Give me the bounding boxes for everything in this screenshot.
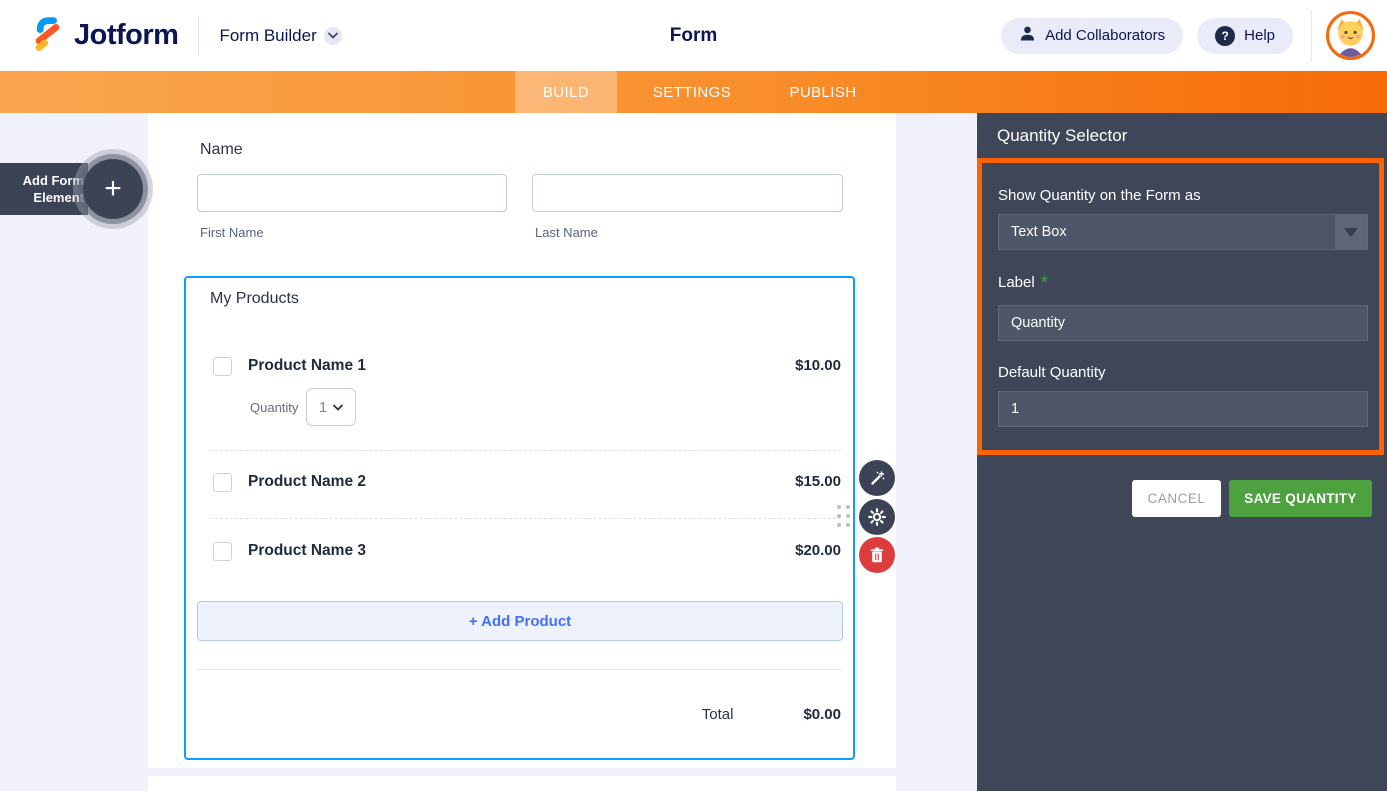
wizard-button[interactable] — [859, 460, 895, 496]
first-name-sublabel: First Name — [200, 225, 264, 240]
product-1-price: $10.00 — [795, 357, 841, 374]
product-1-name: Product Name 1 — [248, 357, 367, 374]
form-paper: Name First Name Last Name My Products Pr… — [148, 113, 896, 768]
logo-text: Jotform — [74, 19, 179, 51]
quantity-value: 1 — [318, 398, 328, 416]
app-header: Jotform Form Builder Form Add Collaborat… — [0, 0, 1387, 71]
product-2-price: $15.00 — [795, 473, 841, 490]
tab-build[interactable]: BUILD — [515, 71, 617, 113]
highlighted-settings-box: Show Quantity on the Form as Text Box La… — [977, 158, 1384, 455]
products-title: My Products — [210, 290, 299, 307]
required-asterisk: * — [1040, 273, 1049, 294]
plus-icon: + — [104, 172, 122, 205]
header-divider — [1311, 9, 1312, 62]
add-form-element-label: Add Form Element — [0, 163, 88, 215]
label-text: Label — [998, 274, 1035, 291]
tab-settings[interactable]: SETTINGS — [652, 83, 732, 101]
add-form-element-button[interactable]: + — [83, 159, 143, 219]
magic-wand-icon — [870, 470, 884, 485]
help-button[interactable]: ? Help — [1197, 17, 1293, 54]
product-3-price: $20.00 — [795, 542, 841, 559]
save-quantity-button[interactable]: SAVE QUANTITY — [1229, 480, 1372, 517]
product-separator — [210, 518, 841, 519]
cancel-button[interactable]: CANCEL — [1132, 480, 1221, 517]
jotform-logo[interactable]: Jotform — [30, 15, 179, 56]
avatar[interactable] — [1326, 11, 1375, 60]
tab-publish[interactable]: PUBLISH — [789, 83, 857, 101]
product-2-name: Product Name 2 — [248, 473, 367, 490]
show-quantity-value: Text Box — [1011, 224, 1067, 240]
trash-icon — [870, 547, 884, 563]
default-quantity-label: Default Quantity — [998, 364, 1106, 381]
settings-button[interactable] — [859, 499, 895, 535]
form-canvas: Name First Name Last Name My Products Pr… — [0, 113, 977, 791]
dropdown-arrow-button[interactable] — [1334, 215, 1367, 249]
drag-handle[interactable] — [837, 505, 850, 527]
product-3-checkbox[interactable] — [213, 542, 232, 561]
show-quantity-label: Show Quantity on the Form as — [998, 187, 1201, 204]
chevron-down-icon — [323, 26, 342, 45]
triangle-down-icon — [1344, 227, 1358, 237]
delete-button[interactable] — [859, 537, 895, 573]
gear-icon — [868, 508, 886, 526]
user-icon — [1019, 25, 1036, 46]
product-3-name: Product Name 3 — [248, 542, 367, 559]
chevron-down-icon — [333, 404, 344, 411]
panel-title: Quantity Selector — [997, 125, 1128, 145]
add-product-button[interactable]: + Add Product — [197, 601, 843, 641]
show-quantity-dropdown[interactable]: Text Box — [998, 214, 1368, 250]
last-name-sublabel: Last Name — [535, 225, 598, 240]
label-input[interactable] — [998, 305, 1368, 341]
jotform-logo-icon — [30, 15, 66, 56]
form-paper-next-section — [148, 776, 896, 791]
name-field-label: Name — [200, 141, 243, 158]
builder-tabs: BUILD SETTINGS PUBLISH — [515, 71, 871, 113]
help-label: Help — [1244, 27, 1275, 44]
product-1-quantity-select[interactable]: 1 — [306, 388, 356, 426]
product-1-checkbox[interactable] — [213, 357, 232, 376]
help-icon: ? — [1215, 25, 1236, 46]
form-builder-menu[interactable]: Form Builder — [219, 25, 342, 46]
add-collaborators-label: Add Collaborators — [1045, 27, 1166, 44]
header-divider — [198, 15, 200, 56]
builder-navbar: BUILD SETTINGS PUBLISH — [0, 71, 1387, 113]
first-name-input[interactable] — [197, 174, 507, 212]
default-quantity-input[interactable] — [998, 391, 1368, 427]
label-field-label: Label * — [998, 273, 1363, 295]
total-divider — [197, 669, 842, 670]
product-2-checkbox[interactable] — [213, 473, 232, 492]
last-name-input[interactable] — [532, 174, 843, 212]
total-value: $0.00 — [803, 706, 841, 723]
products-field[interactable]: My Products Product Name 1 $10.00 Quanti… — [184, 276, 855, 760]
product-1-quantity-label: Quantity — [250, 400, 299, 415]
total-label: Total — [701, 706, 734, 723]
product-separator — [210, 450, 841, 451]
properties-panel: Quantity Selector Show Quantity on the F… — [977, 113, 1387, 791]
add-collaborators-button[interactable]: Add Collaborators — [1001, 17, 1184, 54]
form-builder-label: Form Builder — [219, 25, 317, 45]
